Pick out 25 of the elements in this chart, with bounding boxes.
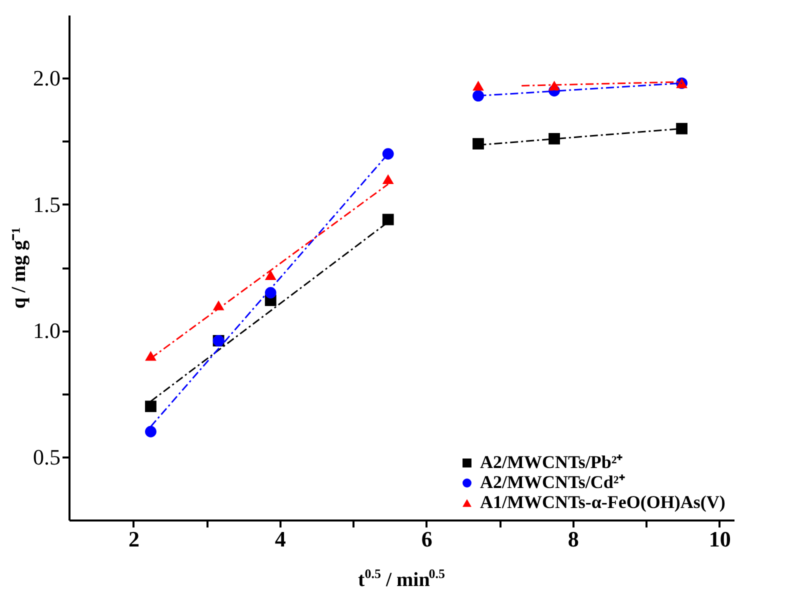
point [676, 122, 688, 134]
point [264, 270, 276, 280]
point [145, 426, 156, 438]
point [145, 350, 156, 361]
x-tick-label: 8 [568, 526, 579, 552]
point [382, 148, 394, 160]
y-tick-label: 0.5 [33, 444, 60, 470]
point [382, 174, 394, 184]
legend-label: A2/MWCNTs/Cd²⁺ [480, 472, 625, 492]
y-tick-label: 2.0 [33, 66, 60, 91]
point [382, 214, 394, 226]
x-tick-label: 10 [708, 526, 731, 552]
point [472, 90, 484, 102]
point [472, 138, 484, 150]
y-axis-title: q / mg g⁻¹ [8, 227, 30, 309]
legend-label: A2/MWCNTs/Pb²⁺ [480, 452, 623, 472]
point [472, 80, 484, 91]
y-tick-label: 1.5 [33, 192, 60, 217]
y-tick-label: 1.0 [33, 318, 60, 344]
x-tick-label: 2 [128, 526, 140, 552]
x-tick-label: 6 [421, 526, 432, 552]
x-tick-label: 4 [274, 526, 286, 552]
point [548, 133, 560, 144]
point [145, 400, 156, 412]
legend-label: A1/MWCNTs-α-FeO(OH)As(V) [480, 492, 726, 512]
